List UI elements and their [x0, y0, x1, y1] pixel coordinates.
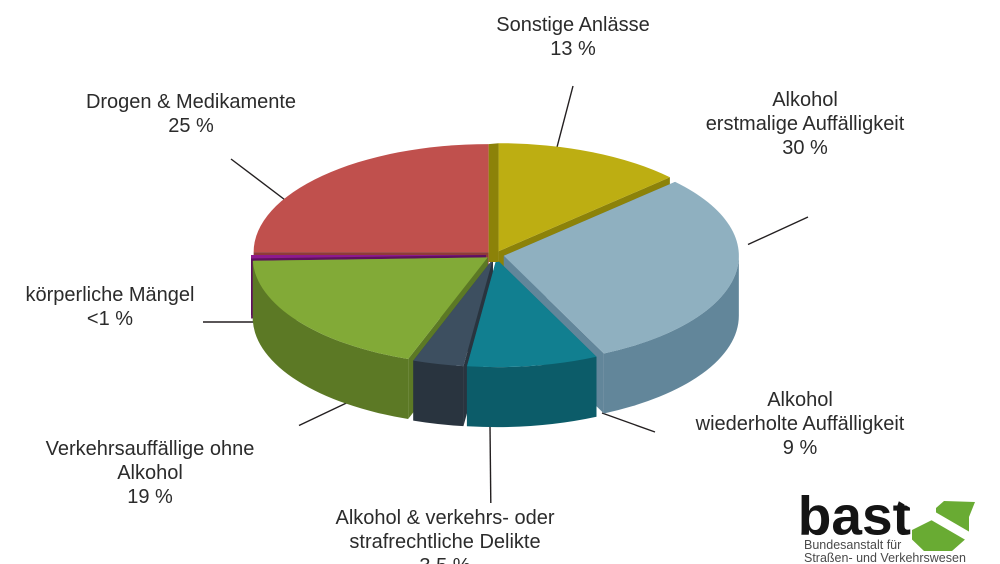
- svg-text:Bundesanstalt für: Bundesanstalt für: [804, 538, 901, 552]
- svg-text:Straßen- und Verkehrswesen: Straßen- und Verkehrswesen: [804, 551, 966, 564]
